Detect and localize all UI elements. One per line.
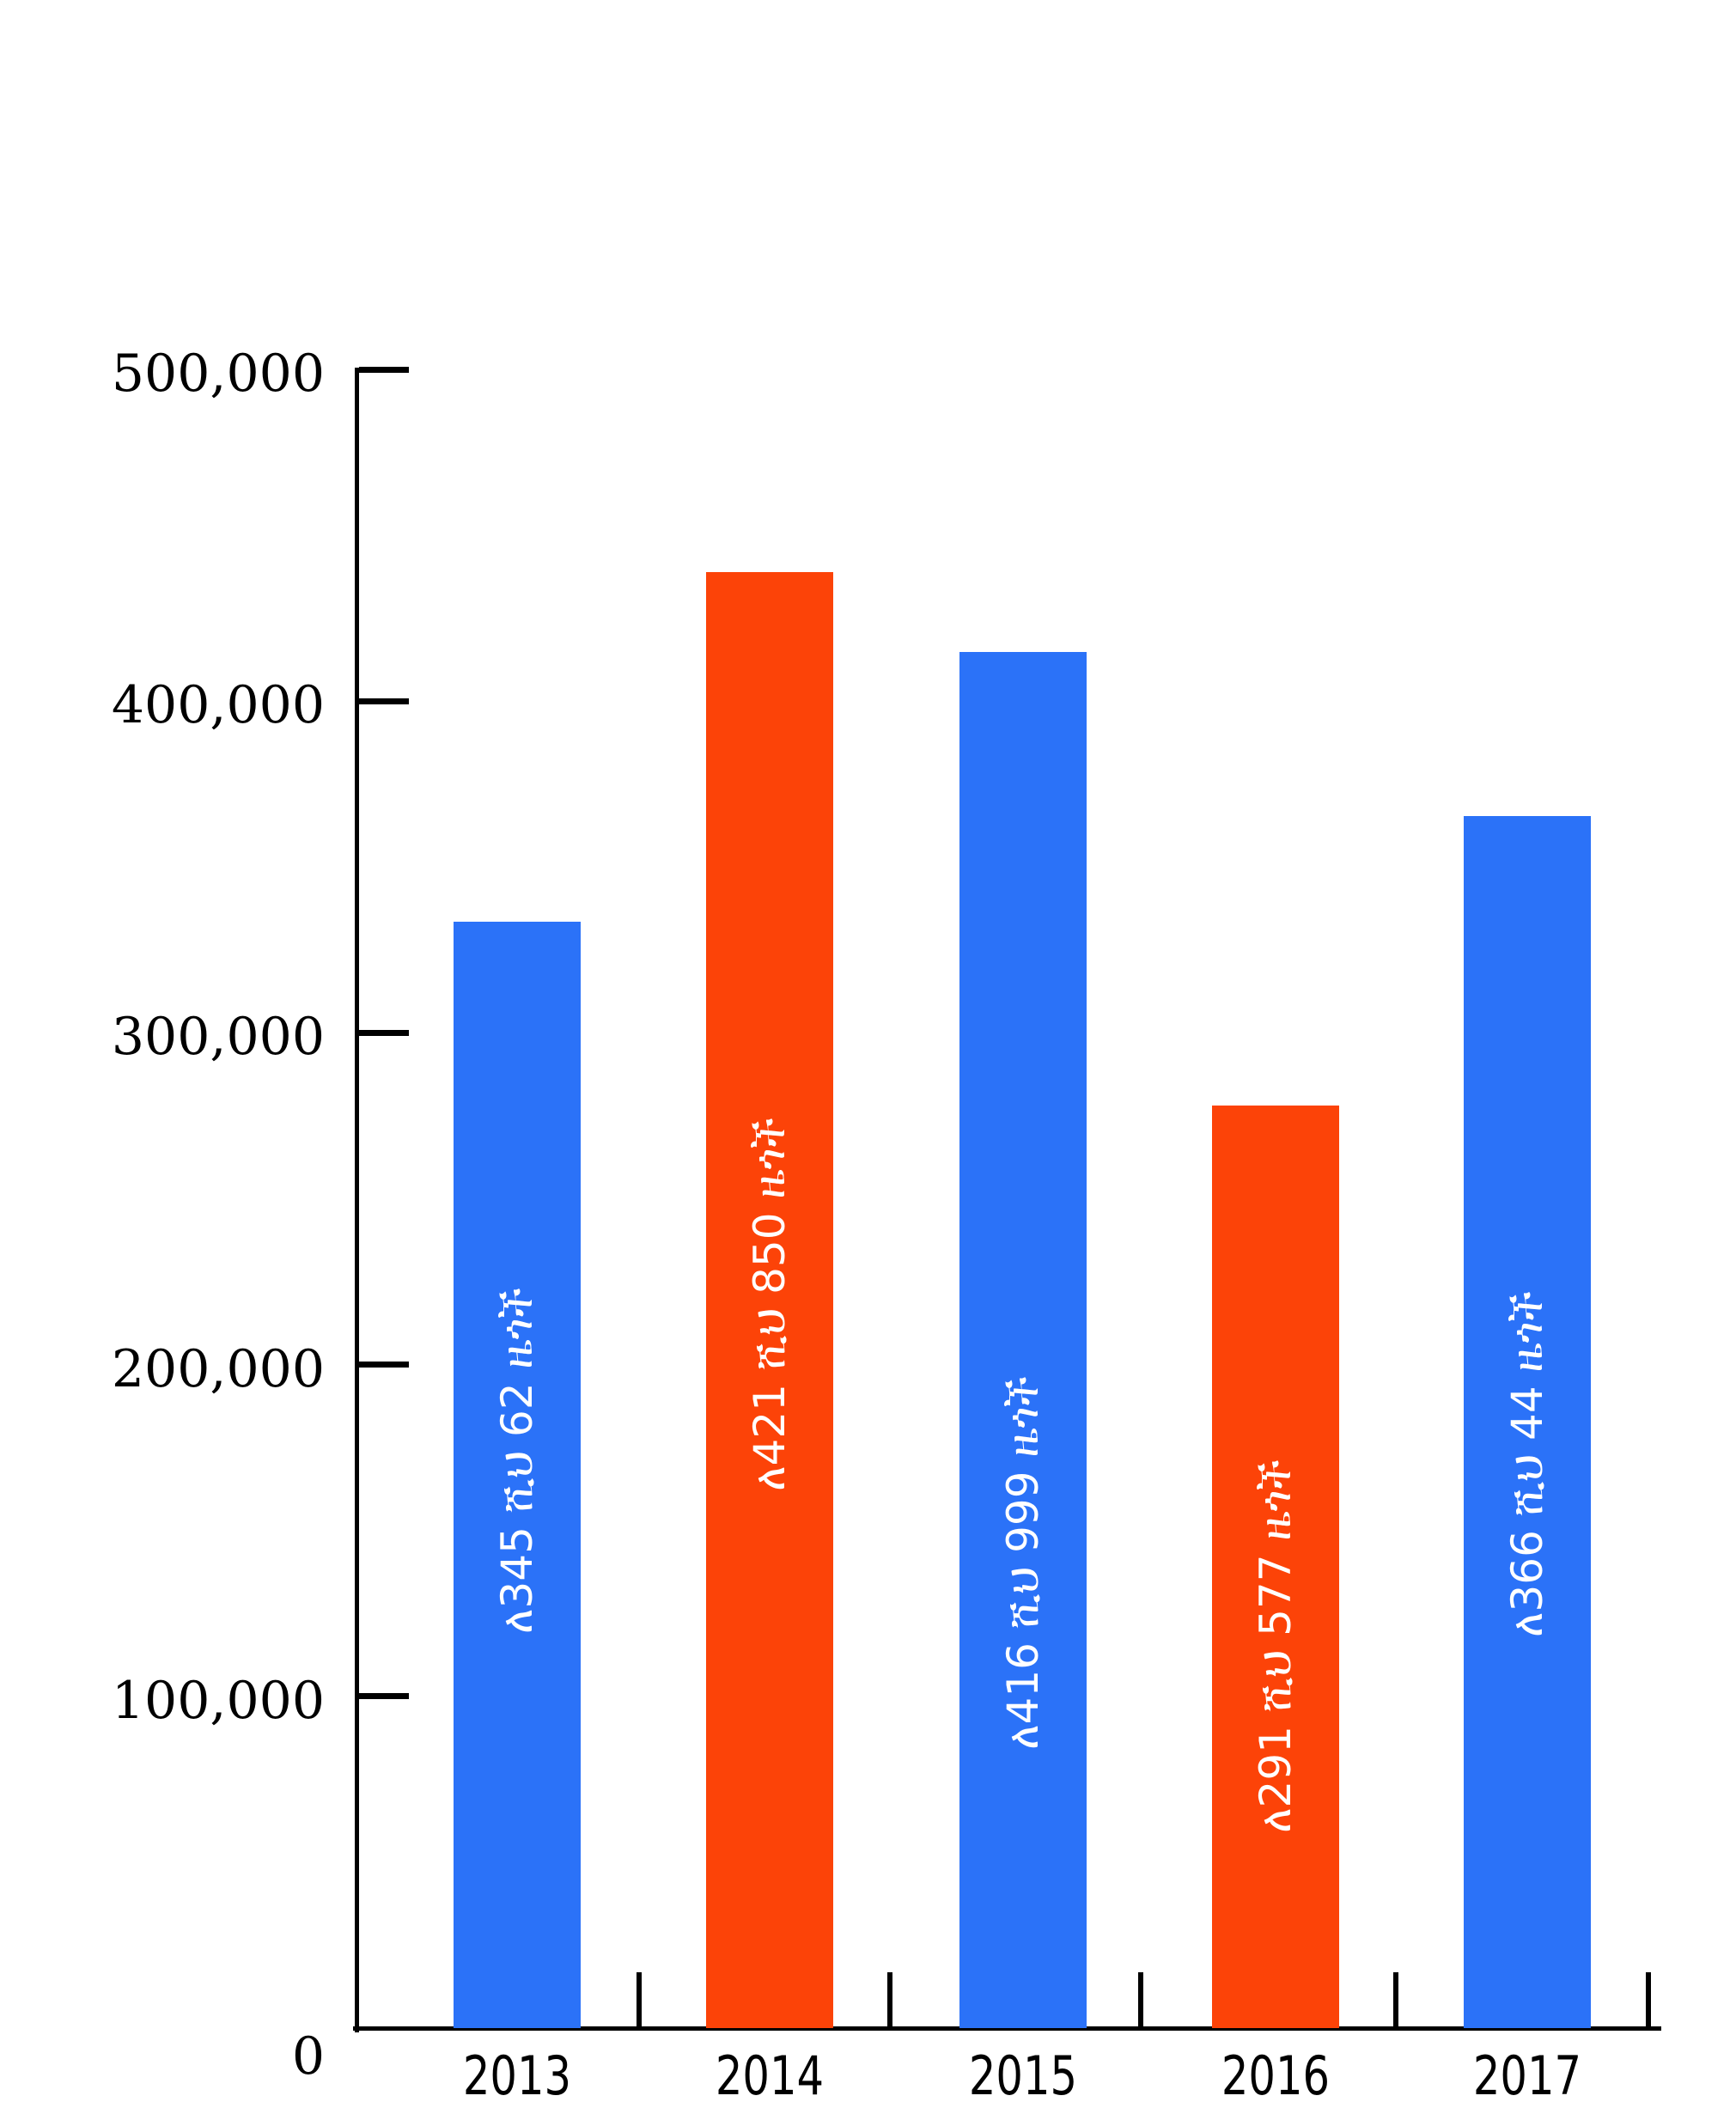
x-axis-label-2017: 2017 [1472,2044,1582,2107]
bar-2017: ለ366 ሺህ 44 ዜጎች [1464,815,1591,2028]
bar-value-label: ለ416 ሺህ 999 ዜጎች [997,1375,1048,1750]
x-axis-tick [1393,1972,1398,2028]
bar-2014: ለ421 ሺህ 850 ዜጎች [706,571,833,2028]
y-axis-tick [359,1362,409,1368]
y-axis-tick [359,698,409,704]
bar-2016: ለ291 ሺህ 577 ዜጎች [1212,1105,1339,2028]
y-axis-tick-label: 200,000 [111,1338,325,1399]
bar-value-label: ለ366 ሺህ 44 ዜጎች [1501,1291,1552,1637]
x-axis-tick [1646,1972,1651,2028]
x-axis-label-2016: 2016 [1221,2044,1331,2107]
bar-2013: ለ345 ሺህ 62 ዜጎች [454,922,581,2028]
y-axis-line [355,368,359,2032]
y-axis-tick-label: 400,000 [111,675,325,736]
x-axis-label-2014: 2014 [715,2044,825,2107]
y-axis-tick [359,1029,409,1036]
y-axis-tick-label: 100,000 [111,1670,325,1731]
y-axis-tick [359,1693,409,1700]
bar-value-label: ለ291 ሺህ 577 ዜጎች [1250,1459,1300,1834]
y-axis-tick-label: 500,000 [111,344,325,404]
bar-value-label: ለ421 ሺህ 850 ዜጎች [744,1118,795,1491]
bar-2015: ለ416 ሺህ 999 ዜጎች [959,652,1087,2028]
x-axis-line [353,2026,1661,2031]
y-axis-tick-label: 0 [291,2026,325,2087]
x-axis-tick [1138,1972,1143,2028]
y-axis-tick [359,366,409,373]
x-axis-label-2015: 2015 [968,2044,1078,2107]
y-axis-tick-label: 300,000 [111,1007,325,1068]
x-axis-label-2013: 2013 [462,2044,572,2107]
bar-value-label: ለ345 ሺህ 62 ዜጎች [491,1287,542,1634]
x-axis-tick [637,1972,642,2028]
x-axis-tick [887,1972,892,2028]
